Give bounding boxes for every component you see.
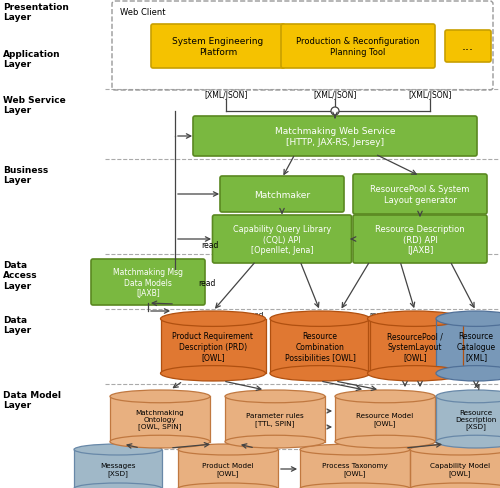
Ellipse shape <box>436 366 500 381</box>
Ellipse shape <box>270 366 370 381</box>
FancyBboxPatch shape <box>281 25 435 69</box>
Text: Product Model
[OWL]: Product Model [OWL] <box>202 462 254 476</box>
Text: Messages
[XSD]: Messages [XSD] <box>100 462 136 476</box>
Text: read: read <box>248 311 264 317</box>
Text: read: read <box>370 311 386 317</box>
Ellipse shape <box>335 390 435 403</box>
Bar <box>225 397 325 442</box>
Text: Data Model
Layer: Data Model Layer <box>3 390 61 409</box>
Ellipse shape <box>300 444 410 455</box>
FancyBboxPatch shape <box>353 216 487 264</box>
Ellipse shape <box>74 444 162 455</box>
Ellipse shape <box>178 444 278 455</box>
Text: write: write <box>421 311 439 317</box>
Ellipse shape <box>368 366 462 381</box>
Circle shape <box>331 108 339 116</box>
Bar <box>300 449 410 488</box>
FancyBboxPatch shape <box>353 175 487 215</box>
Bar <box>160 319 266 373</box>
Ellipse shape <box>436 435 500 448</box>
Bar <box>335 397 435 442</box>
Bar <box>436 319 500 373</box>
Text: Matchmaking
Ontology
[OWL, SPIN]: Matchmaking Ontology [OWL, SPIN] <box>136 409 184 429</box>
Bar <box>178 449 278 488</box>
Text: Web Service
Layer: Web Service Layer <box>3 96 66 115</box>
FancyBboxPatch shape <box>212 216 352 264</box>
Bar <box>270 319 370 373</box>
Ellipse shape <box>436 311 500 327</box>
Text: [XML/JSON]: [XML/JSON] <box>204 91 248 101</box>
Text: ...: ... <box>462 41 474 53</box>
Bar <box>436 397 500 442</box>
Text: Data
Layer: Data Layer <box>3 315 31 335</box>
Ellipse shape <box>410 483 500 488</box>
Ellipse shape <box>110 390 210 403</box>
Bar <box>410 449 500 488</box>
FancyBboxPatch shape <box>220 177 344 213</box>
Ellipse shape <box>178 483 278 488</box>
Text: Production & Reconfiguration
Planning Tool: Production & Reconfiguration Planning To… <box>296 37 420 57</box>
Text: Matchmaker: Matchmaker <box>254 190 310 199</box>
FancyBboxPatch shape <box>91 260 205 305</box>
Ellipse shape <box>160 311 266 327</box>
Ellipse shape <box>160 366 266 381</box>
Text: Resource
Combination
Possibilities [OWL]: Resource Combination Possibilities [OWL] <box>284 331 356 361</box>
Text: ResourcePool & System
Layout generator: ResourcePool & System Layout generator <box>370 185 470 204</box>
Text: Matchmaking Msg
Data Models
[JAXB]: Matchmaking Msg Data Models [JAXB] <box>113 267 183 297</box>
Ellipse shape <box>225 435 325 448</box>
Text: Data
Access
Layer: Data Access Layer <box>3 261 37 290</box>
Text: r/w: r/w <box>458 311 468 317</box>
Text: Resource Description
(RD) API
[JAXB]: Resource Description (RD) API [JAXB] <box>375 224 465 254</box>
Ellipse shape <box>410 444 500 455</box>
FancyBboxPatch shape <box>445 31 491 63</box>
Text: Resource
Description
[XSD]: Resource Description [XSD] <box>456 409 496 429</box>
Text: [XML/JSON]: [XML/JSON] <box>408 91 452 101</box>
Bar <box>110 397 210 442</box>
Ellipse shape <box>335 435 435 448</box>
Text: Resource
Catalogue
[XML]: Resource Catalogue [XML] <box>456 331 496 361</box>
FancyBboxPatch shape <box>193 117 477 157</box>
Ellipse shape <box>368 311 462 327</box>
Text: read: read <box>202 241 218 250</box>
FancyBboxPatch shape <box>151 25 285 69</box>
Ellipse shape <box>300 483 410 488</box>
Text: Parameter rules
[TTL, SPIN]: Parameter rules [TTL, SPIN] <box>246 412 304 426</box>
Text: Matchmaking Web Service
[HTTP, JAX-RS, Jersey]: Matchmaking Web Service [HTTP, JAX-RS, J… <box>275 127 395 146</box>
Text: Presentation
Layer: Presentation Layer <box>3 3 69 22</box>
Ellipse shape <box>225 390 325 403</box>
Text: Process Taxonomy
[OWL]: Process Taxonomy [OWL] <box>322 462 388 476</box>
Text: Application
Layer: Application Layer <box>3 50 60 69</box>
Text: read: read <box>198 278 216 287</box>
Text: Web Client: Web Client <box>120 8 166 17</box>
Ellipse shape <box>74 483 162 488</box>
Text: Resource Model
[OWL]: Resource Model [OWL] <box>356 412 414 426</box>
Text: System Engineering
Platform: System Engineering Platform <box>172 37 264 57</box>
Bar <box>368 319 462 373</box>
Text: [XML/JSON]: [XML/JSON] <box>314 91 356 101</box>
Ellipse shape <box>270 311 370 327</box>
Text: Product Requirement
Description (PRD)
[OWL]: Product Requirement Description (PRD) [O… <box>172 331 254 361</box>
Text: Business
Layer: Business Layer <box>3 165 48 185</box>
Text: Capability Model
[OWL]: Capability Model [OWL] <box>430 462 490 476</box>
Bar <box>74 449 162 488</box>
Ellipse shape <box>110 435 210 448</box>
Text: ResourcePool /
SystemLayout
[OWL]: ResourcePool / SystemLayout [OWL] <box>387 331 443 361</box>
Text: Capability Query Library
(CQL) API
[OpenIlet, Jena]: Capability Query Library (CQL) API [Open… <box>233 224 331 254</box>
Ellipse shape <box>436 390 500 403</box>
Text: r/w: r/w <box>304 311 316 317</box>
